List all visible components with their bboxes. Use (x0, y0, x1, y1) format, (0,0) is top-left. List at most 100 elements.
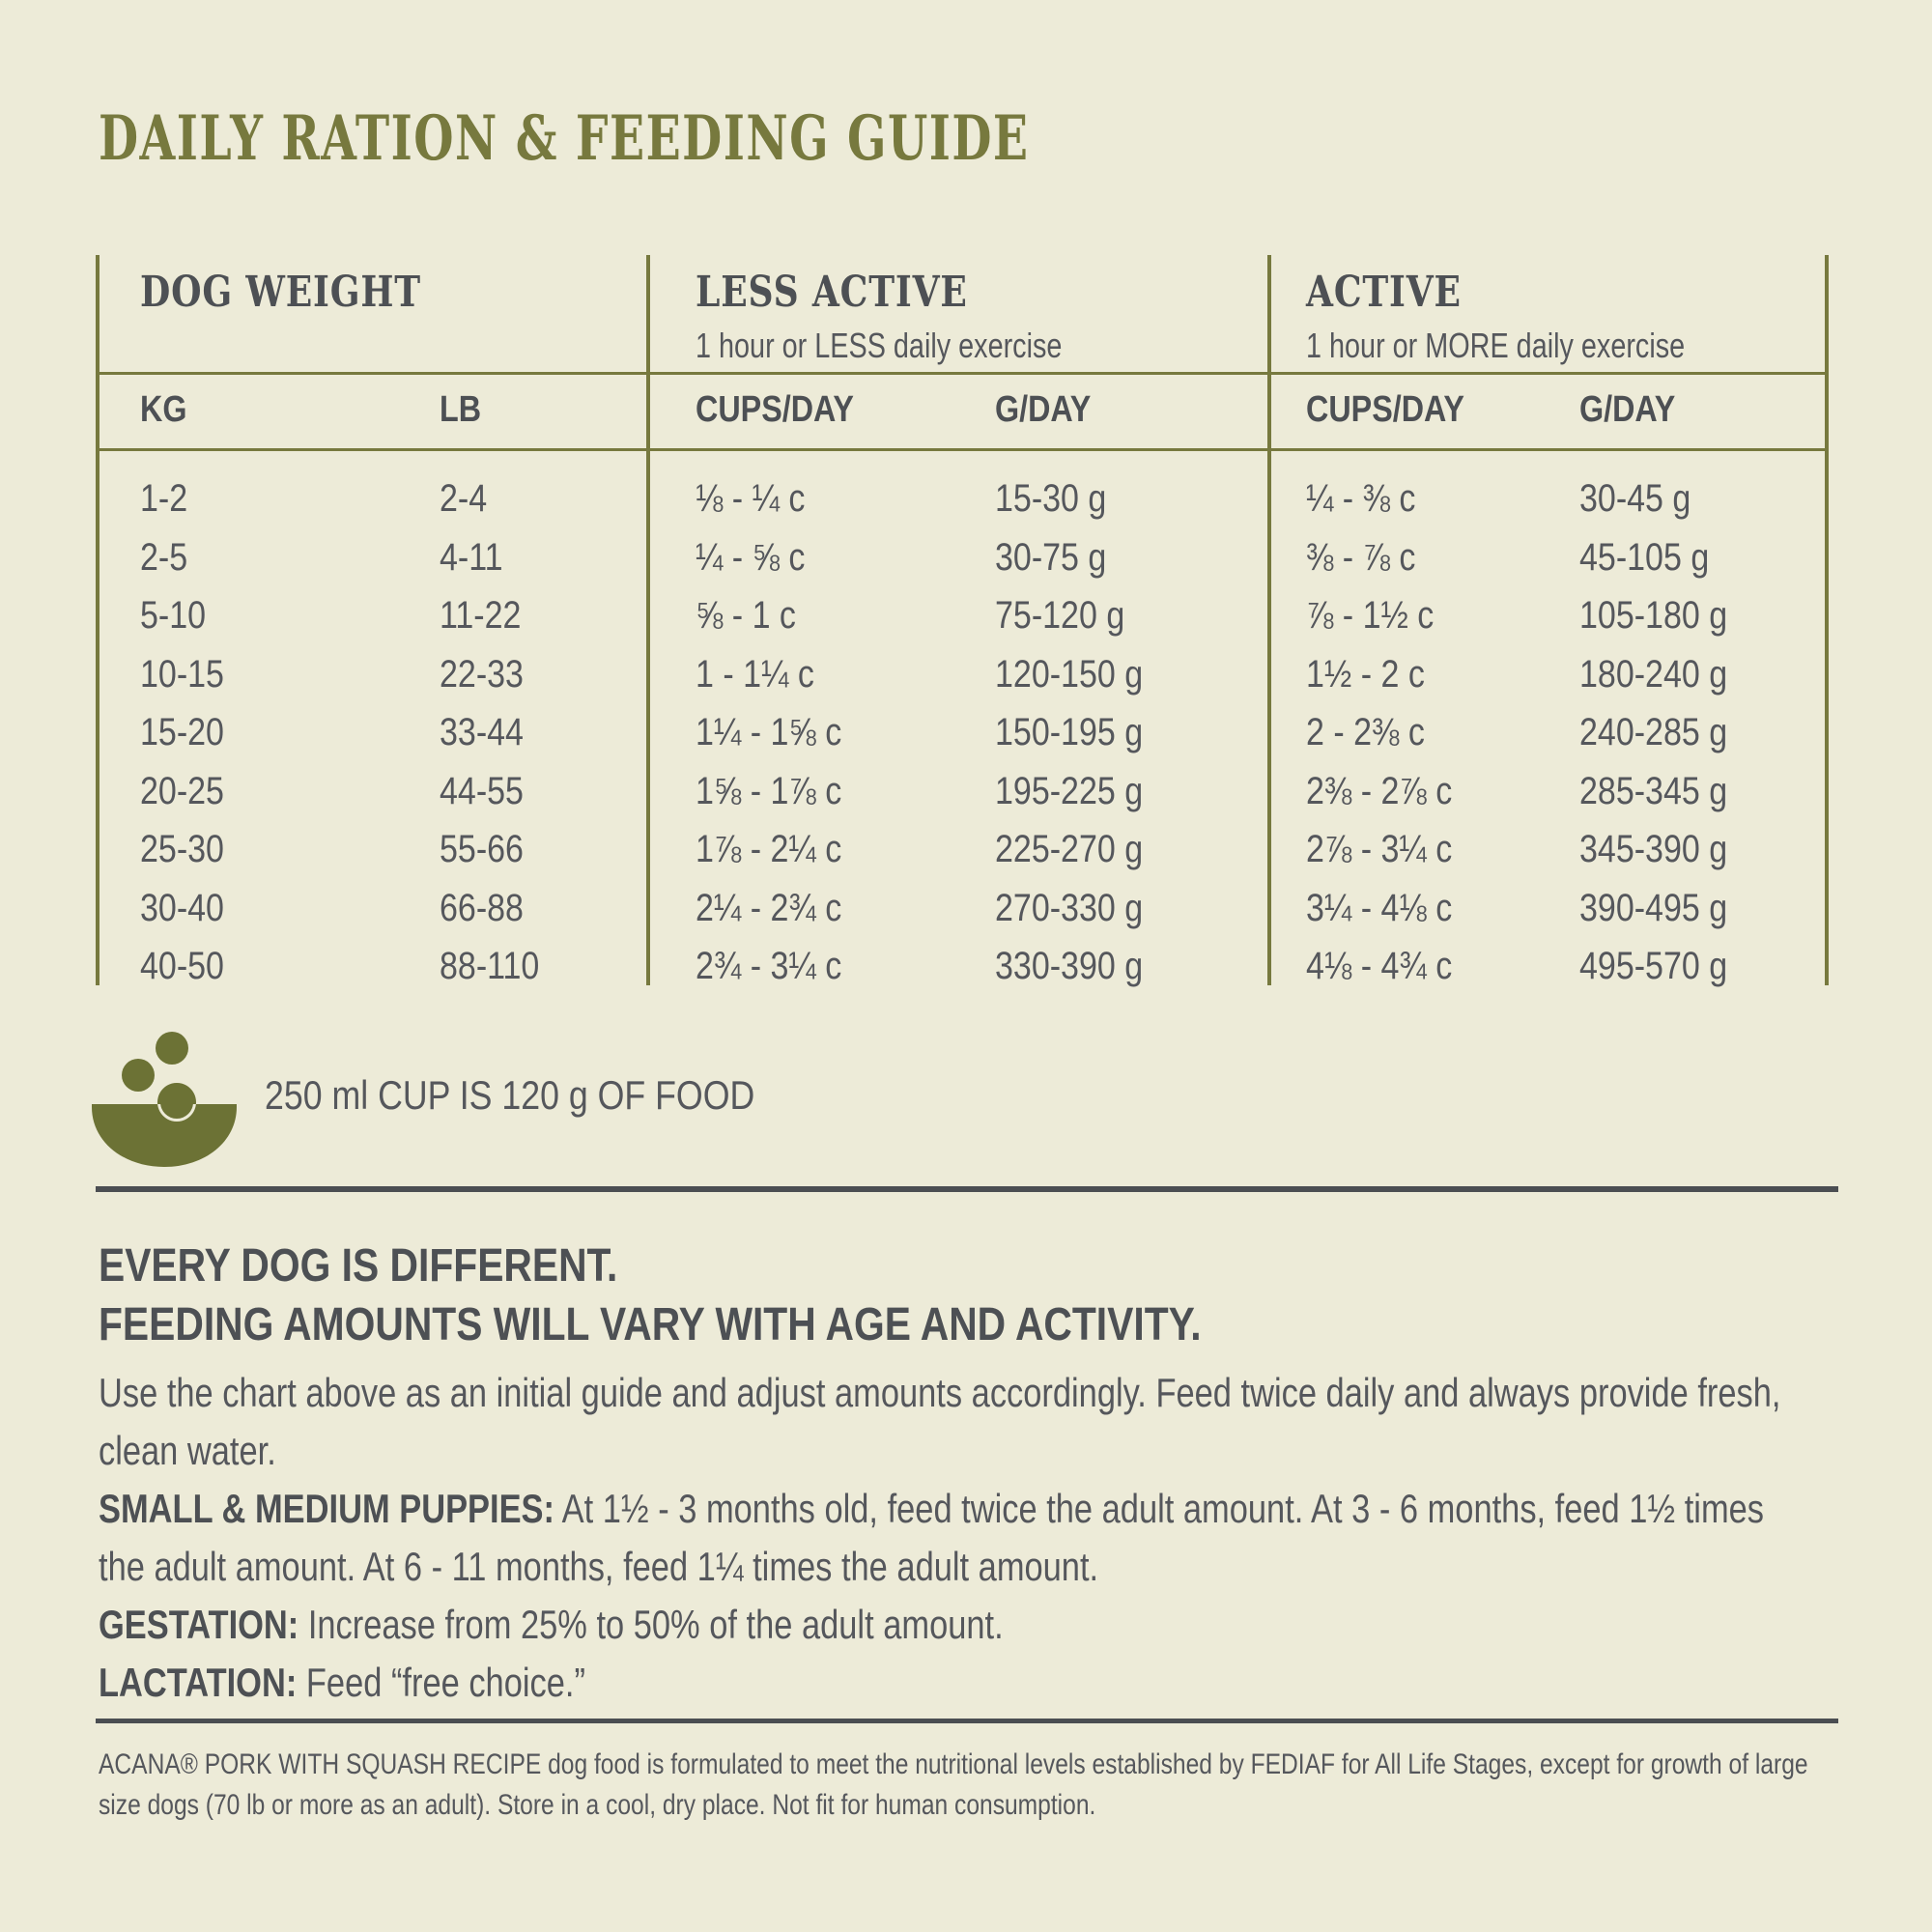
table-cell: 2⅜ - 2⅞ c (1306, 769, 1453, 812)
table-cell: 1-2 (140, 477, 188, 520)
group-active: ACTIVE 1 hour or MORE daily exercise (1267, 270, 1829, 365)
table-cell: 5-10 (140, 594, 207, 637)
group-subtitle: 1 hour or MORE daily exercise (1306, 326, 1686, 365)
cup-note-text: 250 ml CUP IS 120 g OF FOOD (265, 1072, 755, 1118)
note-puppies-text: At 1½ - 3 months old, feed twice the adu… (99, 1486, 1765, 1589)
feeding-table-rows: 1-2 2-4 ⅛ - ¼ c 15-30 g ¼ - ⅜ c 30-45 g 2-5 4-1… (96, 469, 1829, 996)
table-cell: 2¾ - 3¼ c (696, 945, 842, 987)
table-cell: 4-11 (440, 535, 503, 579)
table-cell: ⅜ - ⅞ c (1306, 535, 1416, 579)
table-cell: ⅞ - 1½ c (1306, 594, 1435, 637)
table-cell: 75-120 g (995, 594, 1125, 637)
table-divider-2 (1267, 255, 1271, 985)
group-subtitle: 1 hour or LESS daily exercise (696, 326, 1063, 365)
note-puppies-label: SMALL & MEDIUM PUPPIES: (99, 1486, 554, 1531)
table-cell: 45-105 g (1579, 535, 1710, 579)
table-cell: 25-30 (140, 828, 224, 870)
table-cell: 4⅛ - 4¾ c (1306, 945, 1453, 987)
note-lactation-text: Feed “free choice.” (297, 1660, 585, 1705)
cup-note: 250 ml CUP IS 120 g OF FOOD (265, 1068, 841, 1122)
table-cell: 33-44 (440, 711, 524, 753)
table-cell: 20-25 (140, 769, 224, 812)
table-cell: 195-225 g (995, 769, 1144, 812)
table-cell: 30-40 (140, 886, 224, 929)
table-cell: 30-45 g (1579, 477, 1691, 520)
table-cell: 2¼ - 2¾ c (696, 886, 842, 929)
heading-line-2: FEEDING AMOUNTS WILL VARY WITH AGE AND A… (99, 1299, 1202, 1350)
table-cell: 120-150 g (995, 652, 1144, 696)
table-divider-1 (646, 255, 650, 985)
table-cell: 390-495 g (1579, 886, 1728, 929)
table-cell: 2-5 (140, 535, 188, 579)
table-cell: 2-4 (440, 477, 488, 520)
table-group-header-row: DOG WEIGHT LESS ACTIVE 1 hour or LESS da… (96, 270, 1829, 365)
note-gestation: GESTATION: Increase from 25% to 50% of t… (99, 1596, 1801, 1654)
table-cell: 105-180 g (1579, 594, 1728, 637)
table-cell: 240-285 g (1579, 711, 1728, 753)
group-less-active: LESS ACTIVE 1 hour or LESS daily exercis… (646, 270, 1267, 365)
table-cell: 180-240 g (1579, 652, 1728, 696)
table-cell: 225-270 g (995, 828, 1144, 870)
food-bowl-icon (92, 1032, 237, 1167)
table-cell: 1⅝ - 1⅞ c (696, 769, 842, 812)
table-cell: 1⅞ - 2¼ c (696, 828, 842, 870)
table-border-left (96, 255, 99, 985)
divider-rule-bottom (96, 1719, 1838, 1723)
col-header-grams-active: G/DAY (1579, 389, 1676, 430)
col-header-cups-less-active: CUPS/DAY (696, 389, 854, 430)
note-gestation-label: GESTATION: (99, 1602, 299, 1647)
table-cell: 1½ - 2 c (1306, 652, 1425, 696)
note-intro: Use the chart above as an initial guide … (99, 1370, 1781, 1473)
note-gestation-text: Increase from 25% to 50% of the adult am… (298, 1602, 1004, 1647)
table-rule-under-groups (96, 372, 1829, 375)
table-cell: 66-88 (440, 886, 524, 929)
table-cell: 30-75 g (995, 535, 1107, 579)
table-column-header-row: KG LB CUPS/DAY G/DAY CUPS/DAY G/DAY (96, 381, 1829, 439)
divider-rule-top (96, 1186, 1838, 1192)
table-cell: 10-15 (140, 652, 224, 696)
table-cell: 15-20 (140, 711, 224, 753)
table-cell: 270-330 g (995, 886, 1144, 929)
table-cell: 88-110 (440, 945, 540, 987)
table-cell: 2 - 2⅜ c (1306, 711, 1425, 753)
group-label: LESS ACTIVE (696, 268, 968, 317)
table-cell: 55-66 (440, 828, 524, 870)
table-border-right (1825, 255, 1829, 985)
table-cell: 1 - 1¼ c (696, 652, 814, 696)
table-cell: 22-33 (440, 652, 524, 696)
feeding-notes: Use the chart above as an initial guide … (99, 1364, 1801, 1712)
table-cell: 285-345 g (1579, 769, 1728, 812)
table-cell: 2⅞ - 3¼ c (1306, 828, 1453, 870)
footer-disclaimer: ACANA® PORK WITH SQUASH RECIPE dog food … (99, 1748, 1808, 1821)
notes-heading: EVERY DOG IS DIFFERENT. FEEDING AMOUNTS … (99, 1236, 1396, 1354)
table-cell: 44-55 (440, 769, 524, 812)
col-header-kg: KG (140, 389, 187, 430)
table-rule-under-columns (96, 448, 1829, 451)
col-header-cups-active: CUPS/DAY (1306, 389, 1464, 430)
col-header-lb: LB (440, 389, 482, 430)
note-lactation: LACTATION: Feed “free choice.” (99, 1654, 1801, 1712)
page-title: DAILY RATION & FEEDING GUIDE (99, 102, 1030, 175)
table-cell: 330-390 g (995, 945, 1144, 987)
group-label: ACTIVE (1306, 268, 1462, 317)
note-lactation-label: LACTATION: (99, 1660, 298, 1705)
note-puppies: SMALL & MEDIUM PUPPIES: At 1½ - 3 months… (99, 1480, 1801, 1596)
table-cell: ⅝ - 1 c (696, 594, 796, 637)
table-cell: 40-50 (140, 945, 224, 987)
heading-line-1: EVERY DOG IS DIFFERENT. (99, 1240, 618, 1292)
col-header-grams-less-active: G/DAY (995, 389, 1092, 430)
table-cell: ¼ - ⅜ c (1306, 477, 1416, 520)
table-cell: 3¼ - 4⅛ c (1306, 886, 1453, 929)
table-cell: 150-195 g (995, 711, 1144, 753)
table-cell: 15-30 g (995, 477, 1107, 520)
group-dog-weight: DOG WEIGHT (96, 270, 646, 365)
table-cell: 345-390 g (1579, 828, 1728, 870)
table-cell: ⅛ - ¼ c (696, 477, 806, 520)
feeding-table: DOG WEIGHT LESS ACTIVE 1 hour or LESS da… (96, 255, 1829, 987)
table-cell: 1¼ - 1⅝ c (696, 711, 842, 753)
table-cell: 495-570 g (1579, 945, 1728, 987)
table-cell: 11-22 (440, 594, 522, 637)
table-cell: ¼ - ⅝ c (696, 535, 806, 579)
group-label: DOG WEIGHT (140, 268, 421, 317)
